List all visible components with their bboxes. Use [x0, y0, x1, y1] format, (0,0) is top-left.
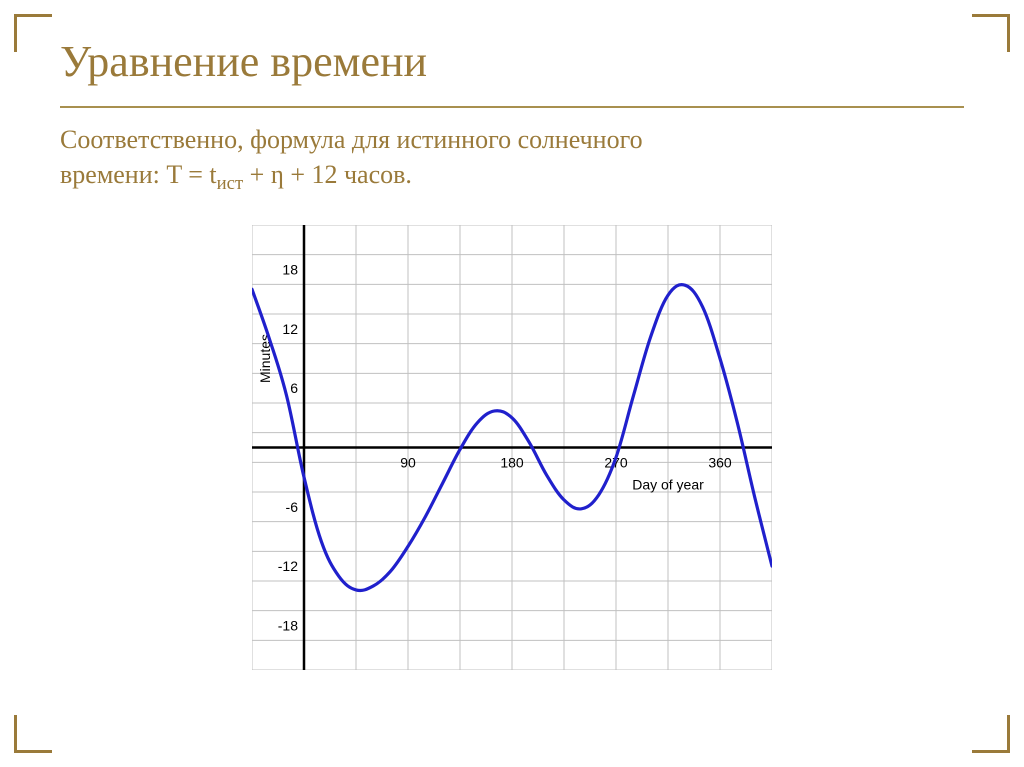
svg-text:360: 360 — [708, 455, 732, 471]
slide-subtitle: Соответственно, формула для истинного со… — [60, 122, 964, 197]
subtitle-line1: Соответственно, формула для истинного со… — [60, 125, 643, 154]
subtitle-subscript: ист — [217, 173, 243, 194]
corner-bl — [14, 715, 52, 753]
equation-of-time-chart: 9018027036018126-6-12-18MinutesDay of ye… — [252, 225, 772, 670]
svg-text:18: 18 — [282, 262, 298, 278]
chart-container: 9018027036018126-6-12-18MinutesDay of ye… — [0, 225, 1024, 670]
corner-br — [972, 715, 1010, 753]
svg-text:-12: -12 — [278, 558, 298, 574]
svg-text:Day of year: Day of year — [632, 477, 704, 493]
corner-tr — [972, 14, 1010, 52]
svg-text:-6: -6 — [286, 499, 299, 515]
corner-tl — [14, 14, 52, 52]
slide-title: Уравнение времени — [60, 38, 964, 86]
subtitle-line2-suffix: + ƞ + 12 часов. — [243, 160, 412, 189]
svg-text:90: 90 — [400, 455, 416, 471]
slide: Уравнение времени Соответственно, формул… — [0, 0, 1024, 767]
subtitle-line2-prefix: времени: T = t — [60, 160, 217, 189]
title-underline — [60, 106, 964, 108]
svg-text:12: 12 — [282, 321, 298, 337]
svg-text:-18: -18 — [278, 618, 298, 634]
svg-text:180: 180 — [500, 455, 524, 471]
svg-text:6: 6 — [290, 380, 298, 396]
